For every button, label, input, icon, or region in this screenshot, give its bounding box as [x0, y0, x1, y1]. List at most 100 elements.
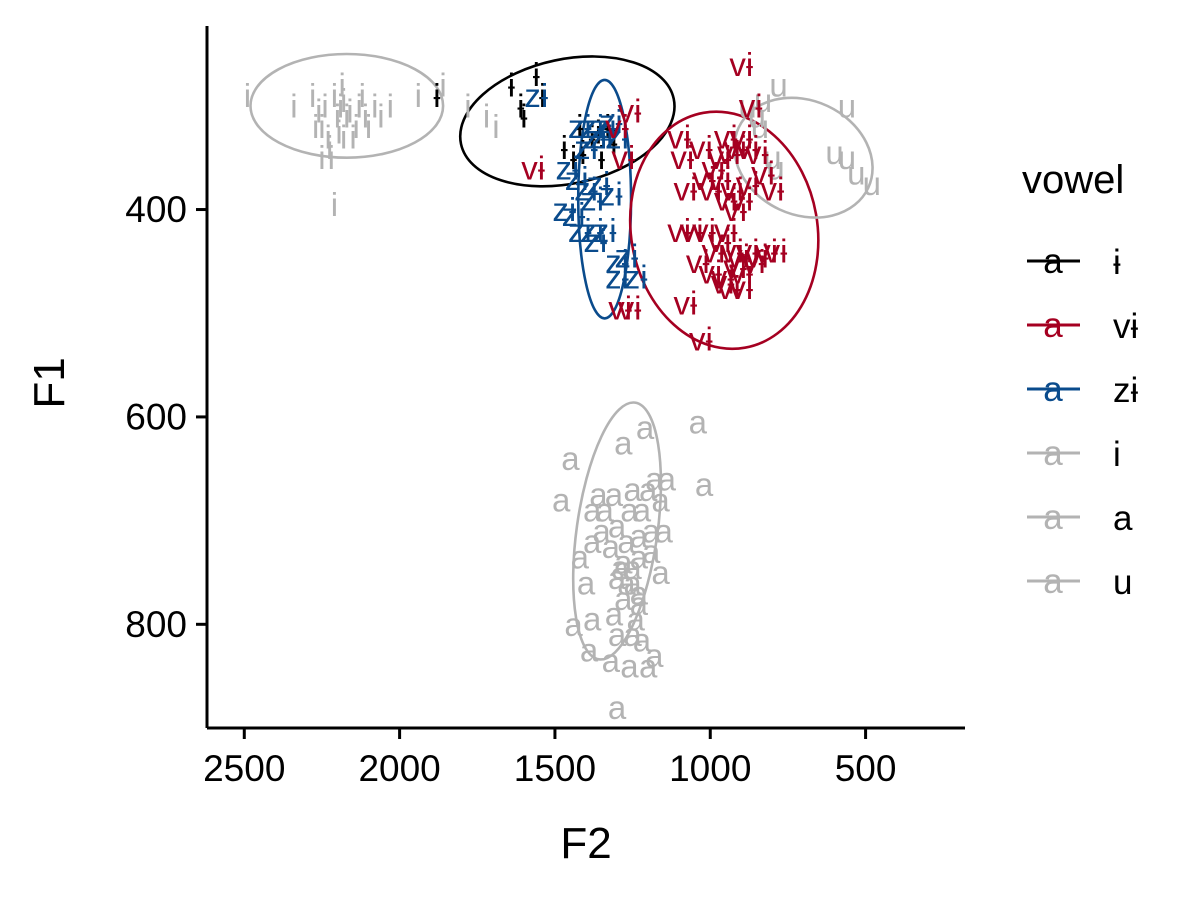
point-s1-34: i [312, 108, 319, 145]
legend-label: a [1113, 499, 1133, 538]
legend-key-glyph: a [1043, 498, 1063, 537]
point-s4-47: vɨ [729, 269, 753, 306]
legend-label: u [1113, 563, 1132, 602]
point-s5-3: u [769, 67, 787, 104]
point-s6-12: a [583, 492, 602, 529]
point-s4-23: vɨ [714, 181, 738, 218]
point-s6-48: a [627, 601, 646, 638]
point-s4-50: vɨ [618, 290, 642, 327]
point-s6-18: a [592, 512, 611, 549]
legend-label: zɨ [1113, 371, 1139, 410]
legend-title: vowel [1022, 158, 1124, 202]
point-s1-22: i [362, 98, 369, 135]
ellipse-5 [733, 96, 874, 219]
point-s6-16: a [639, 471, 658, 508]
point-s6-52: a [617, 564, 636, 601]
point-s1-9: i [328, 139, 335, 176]
ellipse-4 [628, 110, 820, 351]
point-s3-10: zɨ [555, 150, 579, 187]
point-s3-1: zɨ [524, 77, 548, 114]
point-s1-33: i [318, 139, 325, 176]
point-s3-24: zɨ [605, 258, 629, 295]
point-s6-37: a [564, 606, 583, 643]
point-s6-39: a [608, 616, 627, 653]
point-s4-31: vɨ [692, 212, 716, 249]
point-s4-43: vɨ [686, 243, 710, 280]
x-axis-title: F2 [560, 819, 611, 868]
legend-label: vɨ [1113, 307, 1139, 346]
point-s4-44: vɨ [698, 253, 722, 290]
legend-label: ɨ [1113, 243, 1121, 282]
point-s1-29: i [464, 87, 471, 124]
point-s6-27: a [614, 544, 633, 581]
point-s1-7: i [324, 118, 331, 155]
point-s5-8: u [838, 87, 856, 124]
point-s6-32: a [608, 559, 627, 596]
point-s5-9: u [838, 139, 856, 176]
point-s5-5: u [751, 108, 769, 145]
point-s6-17: a [651, 481, 670, 518]
legend: vowel a ɨa vɨa zɨa ia aa u [1022, 158, 1139, 602]
x-tick-label-5: 500 [835, 748, 897, 789]
point-s4-14: vɨ [723, 129, 747, 166]
legend-label: i [1113, 435, 1121, 474]
point-s3-11: zɨ [565, 160, 589, 197]
point-s1-20: i [356, 87, 363, 124]
x-tick-label-1: 2500 [203, 748, 285, 789]
point-s6-15: a [633, 492, 652, 529]
point-s4-27: vɨ [736, 165, 760, 202]
point-s1-21: i [359, 77, 366, 114]
point-s3-20: zɨ [583, 222, 607, 259]
point-s6-42: a [645, 637, 664, 674]
point-s1-14: i [338, 67, 345, 104]
point-s6-5: a [623, 471, 642, 508]
point-s5-11: u [847, 155, 865, 192]
point-s3-5: zɨ [583, 118, 607, 155]
point-s1-35: i [340, 118, 347, 155]
point-s1-17: i [346, 93, 353, 130]
point-s4-36: vɨ [726, 238, 750, 275]
point-s1-30: i [483, 98, 490, 135]
point-s4-40: vɨ [745, 238, 769, 275]
point-s3-19: zɨ [580, 212, 604, 249]
point-s4-17: vɨ [745, 134, 769, 171]
point-s1-26: i [387, 87, 394, 124]
point-s1-32: i [331, 186, 338, 223]
point-s6-14: a [620, 492, 639, 529]
point-s6-3: a [614, 424, 633, 461]
point-s1-3: i [309, 77, 316, 114]
legend-key-glyph: a [1043, 434, 1063, 473]
y-tick-label-2: 600 [125, 396, 187, 437]
legend-key-glyph: a [1043, 562, 1063, 601]
point-s6-26: a [602, 528, 621, 565]
point-s4-39: vɨ [742, 243, 766, 280]
point-s1-24: i [371, 87, 378, 124]
point-s4-19: vɨ [673, 170, 697, 207]
point-s6-34: a [630, 585, 649, 622]
point-s6-38: a [583, 601, 602, 638]
x-tick-label-3: 1500 [514, 748, 596, 789]
x-ticks: 2500 2000 1500 1000 500 [203, 728, 896, 789]
point-s4-1: vɨ [729, 46, 753, 83]
point-s5-6: u [763, 139, 781, 176]
point-s2-7: ɨ [561, 129, 568, 166]
point-s6-41: a [633, 621, 652, 658]
point-s2-2: ɨ [508, 67, 515, 104]
point-s4-18: vɨ [751, 155, 775, 192]
point-s1-5: i [318, 108, 325, 145]
ellipse-1 [249, 52, 445, 159]
point-s4-3: vɨ [618, 93, 642, 130]
point-s5-2: u [754, 82, 772, 119]
point-s1-10: i [331, 77, 338, 114]
point-s6-47: a [623, 549, 642, 586]
point-s4-32: vɨ [701, 233, 725, 270]
legend-key-glyph: a [1043, 306, 1063, 345]
point-s6-19: a [608, 507, 627, 544]
point-s4-26: vɨ [729, 181, 753, 218]
point-s3-25: zɨ [624, 258, 648, 295]
point-s4-41: vɨ [754, 233, 778, 270]
point-s5-1: u [738, 87, 756, 124]
